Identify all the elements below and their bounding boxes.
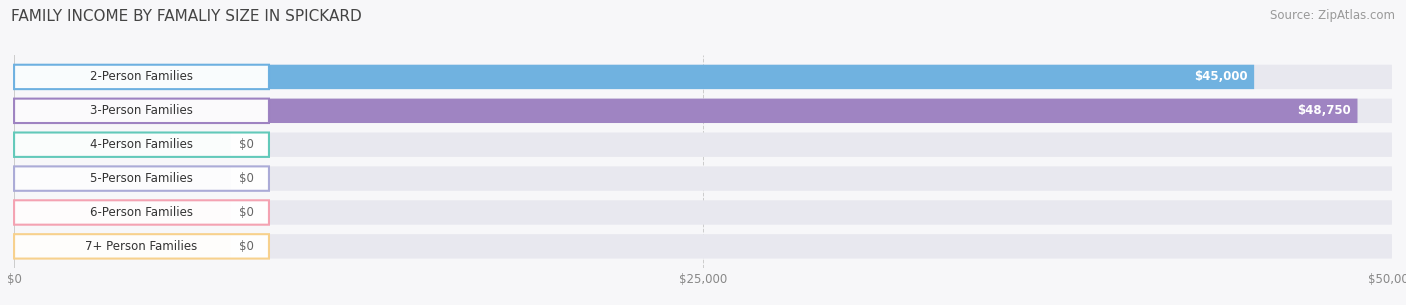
FancyBboxPatch shape	[14, 200, 269, 225]
Text: 5-Person Families: 5-Person Families	[90, 172, 193, 185]
Text: 6-Person Families: 6-Person Families	[90, 206, 193, 219]
Text: Source: ZipAtlas.com: Source: ZipAtlas.com	[1270, 9, 1395, 22]
FancyBboxPatch shape	[14, 234, 269, 259]
Text: 3-Person Families: 3-Person Families	[90, 104, 193, 117]
FancyBboxPatch shape	[14, 167, 231, 191]
Text: 7+ Person Families: 7+ Person Families	[86, 240, 198, 253]
FancyBboxPatch shape	[14, 99, 269, 123]
FancyBboxPatch shape	[14, 167, 269, 191]
FancyBboxPatch shape	[14, 65, 1254, 89]
FancyBboxPatch shape	[14, 99, 1392, 123]
FancyBboxPatch shape	[14, 132, 269, 157]
FancyBboxPatch shape	[14, 65, 269, 89]
FancyBboxPatch shape	[14, 132, 1392, 157]
FancyBboxPatch shape	[14, 200, 1392, 225]
Text: 2-Person Families: 2-Person Families	[90, 70, 193, 84]
Text: $0: $0	[239, 138, 254, 151]
FancyBboxPatch shape	[14, 65, 1392, 89]
FancyBboxPatch shape	[14, 99, 1358, 123]
Text: $0: $0	[239, 206, 254, 219]
Text: 4-Person Families: 4-Person Families	[90, 138, 193, 151]
FancyBboxPatch shape	[14, 167, 1392, 191]
FancyBboxPatch shape	[14, 132, 231, 157]
Text: $0: $0	[239, 172, 254, 185]
FancyBboxPatch shape	[14, 200, 231, 225]
Text: $48,750: $48,750	[1296, 104, 1351, 117]
FancyBboxPatch shape	[14, 234, 1392, 259]
FancyBboxPatch shape	[14, 234, 231, 259]
Text: $0: $0	[239, 240, 254, 253]
Text: FAMILY INCOME BY FAMALIY SIZE IN SPICKARD: FAMILY INCOME BY FAMALIY SIZE IN SPICKAR…	[11, 9, 361, 24]
Text: $45,000: $45,000	[1194, 70, 1247, 84]
